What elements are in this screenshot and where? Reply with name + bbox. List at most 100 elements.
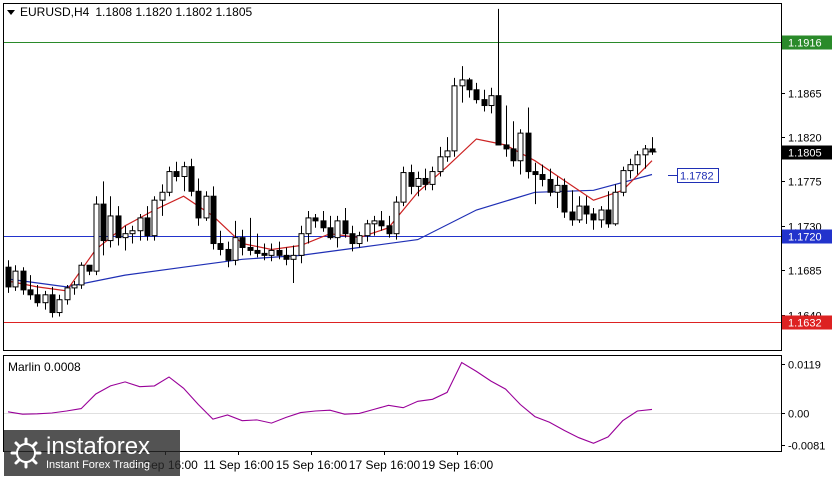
candle — [561, 178, 568, 218]
candle-body — [444, 150, 451, 158]
candle-body — [642, 148, 649, 156]
candle — [305, 211, 312, 244]
current-price-label: 1.1805 — [788, 148, 822, 160]
candle — [129, 225, 136, 244]
candle — [620, 166, 627, 197]
candle-body — [590, 213, 597, 221]
candle — [408, 164, 415, 195]
candle — [232, 220, 239, 266]
candle — [466, 77, 473, 98]
candle — [349, 225, 356, 252]
candle-body — [583, 205, 590, 215]
candle — [276, 241, 283, 260]
candle-body — [144, 217, 151, 237]
candle-body — [64, 287, 71, 301]
candle-body — [34, 294, 41, 304]
candle — [598, 206, 605, 228]
candle-body — [422, 177, 429, 185]
candle-body — [239, 237, 246, 248]
candle — [86, 264, 93, 276]
y-tick-label: 1.1865 — [788, 89, 822, 101]
candle-body — [547, 178, 554, 193]
candle — [254, 233, 261, 258]
candle — [364, 219, 371, 242]
candle-body — [129, 230, 136, 235]
candle-body — [261, 252, 268, 256]
candle — [429, 166, 436, 191]
x-tick-label: 11 Sep 16:00 — [203, 458, 274, 472]
candle-body — [495, 95, 502, 146]
candle-body — [503, 144, 510, 150]
candle-body — [356, 235, 363, 245]
candle-body — [378, 220, 385, 227]
candle-body — [173, 171, 180, 178]
candle — [71, 280, 78, 295]
candle-body — [210, 195, 217, 245]
level-tag-1.1632 — [782, 315, 832, 330]
watermark: instaforex Instant Forex Trading — [4, 430, 180, 476]
osc-y-tick-label: -0.0081 — [788, 441, 825, 453]
candle — [393, 196, 400, 240]
candle-body — [20, 270, 27, 291]
candle — [539, 164, 546, 187]
indicator-label: Marlin 0.0008 — [8, 360, 81, 374]
watermark-tagline: Instant Forex Trading — [46, 459, 150, 471]
candle-body — [517, 132, 524, 162]
candle — [386, 215, 393, 238]
ma-tag-box — [677, 168, 719, 183]
candle-body — [122, 233, 129, 239]
watermark-brand: instaforex — [46, 433, 151, 460]
candle — [173, 161, 180, 182]
symbol-timeframe: EURUSD,H4 — [20, 5, 90, 19]
candle — [268, 243, 275, 262]
candle-body — [561, 184, 568, 213]
candle — [576, 196, 583, 223]
candle-body — [56, 299, 63, 314]
candle-body — [386, 225, 393, 235]
candle-body — [42, 294, 49, 304]
candle-body — [137, 217, 144, 232]
candle-body — [466, 79, 473, 91]
candle — [583, 196, 590, 224]
candle — [166, 166, 173, 197]
candle — [56, 294, 63, 317]
candle — [225, 241, 232, 268]
candle-body — [408, 172, 415, 187]
candle-body — [5, 266, 12, 288]
candle-body — [532, 171, 539, 176]
candle — [378, 211, 385, 231]
candle — [159, 184, 166, 216]
candle-body — [166, 171, 173, 193]
candle — [371, 215, 378, 236]
oscillator-line — [7, 361, 653, 444]
osc-y-tick-label: 0.0119 — [788, 360, 821, 372]
osc-y-tick-label: 0.00 — [788, 409, 809, 421]
candle-body — [305, 217, 312, 235]
main-plot-frame — [3, 3, 782, 351]
candle-body — [27, 289, 34, 296]
candle-body — [473, 89, 480, 101]
candle — [400, 166, 407, 207]
y-tick-label: 1.1820 — [788, 133, 822, 145]
candle-body — [49, 294, 56, 314]
candle-body — [78, 264, 85, 286]
candle — [451, 77, 458, 157]
candle-body — [525, 132, 532, 173]
candle — [261, 243, 268, 261]
level-tag-1.1720 — [782, 229, 832, 244]
candle-body — [115, 215, 122, 239]
candle — [320, 211, 327, 232]
candle-body — [488, 95, 495, 107]
collapse-triangle-icon[interactable] — [7, 10, 15, 15]
candle-body — [627, 164, 634, 172]
candle — [144, 206, 151, 241]
candle-body — [86, 264, 93, 272]
candle — [42, 290, 49, 310]
candle — [210, 186, 217, 250]
candle-body — [276, 249, 283, 256]
current-price-tag — [782, 145, 832, 160]
candle-body — [364, 223, 371, 237]
candle — [590, 208, 597, 230]
candle — [247, 217, 254, 256]
